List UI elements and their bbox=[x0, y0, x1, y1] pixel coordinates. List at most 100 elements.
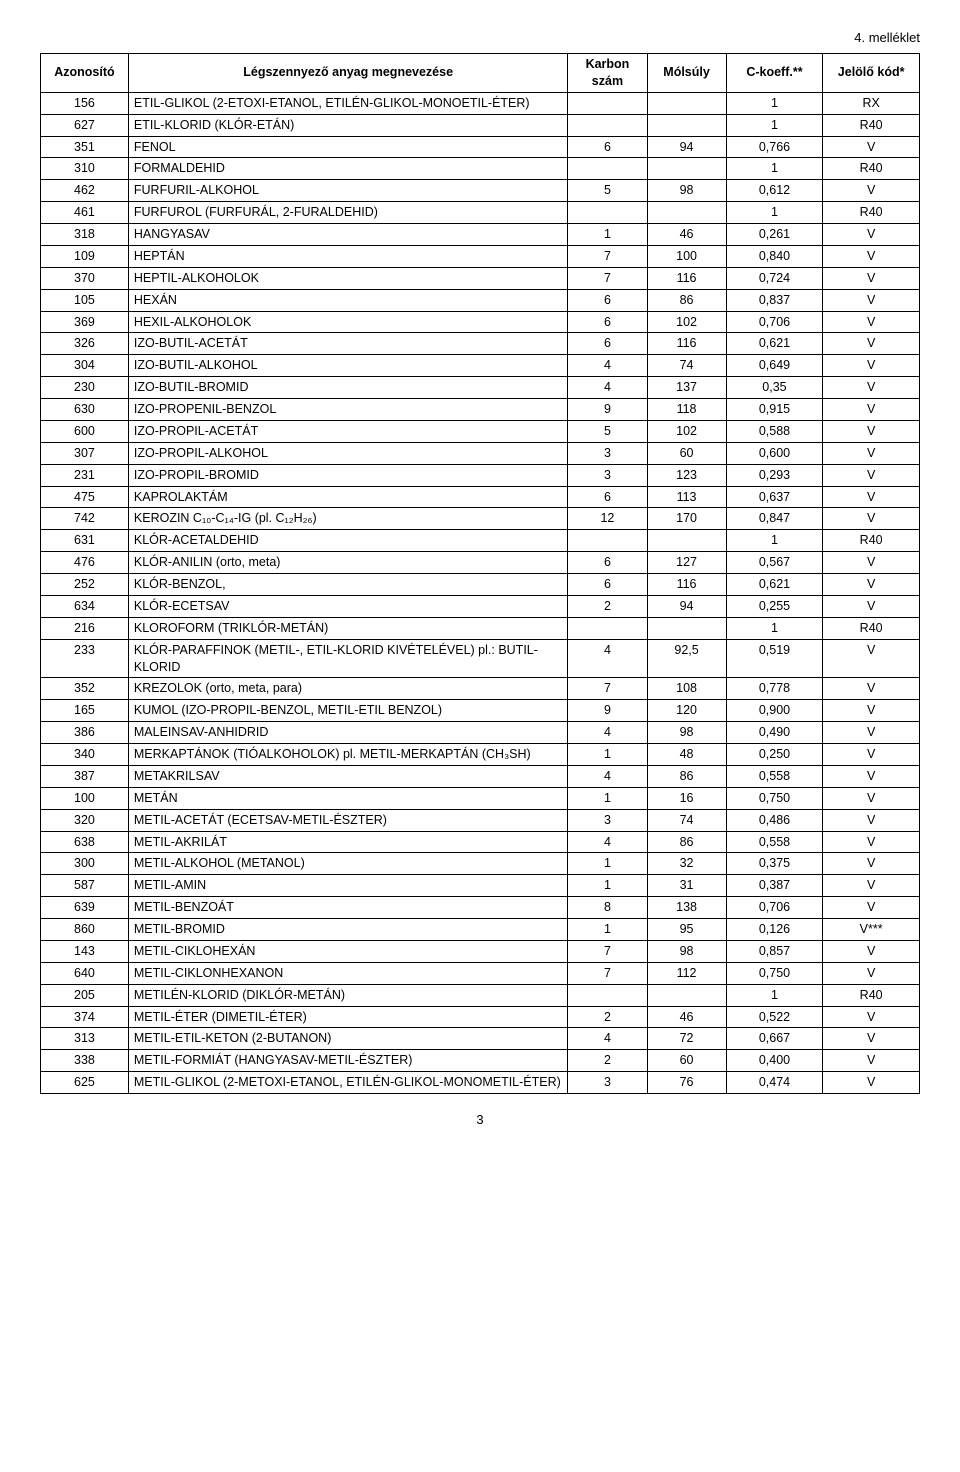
cell-mol: 102 bbox=[647, 311, 726, 333]
cell-id: 638 bbox=[41, 831, 129, 853]
table-row: 370HEPTIL-ALKOHOLOK71160,724V bbox=[41, 267, 920, 289]
page-number: 3 bbox=[40, 1112, 920, 1127]
table-row: 587METIL-AMIN1310,387V bbox=[41, 875, 920, 897]
cell-coeff: 0,250 bbox=[726, 744, 823, 766]
cell-id: 143 bbox=[41, 940, 129, 962]
cell-carbon: 9 bbox=[568, 700, 647, 722]
cell-carbon: 7 bbox=[568, 962, 647, 984]
cell-code: V bbox=[823, 508, 920, 530]
cell-id: 252 bbox=[41, 574, 129, 596]
cell-code: V bbox=[823, 180, 920, 202]
table-row: 639METIL-BENZOÁT81380,706V bbox=[41, 897, 920, 919]
table-row: 143METIL-CIKLOHEXÁN7980,857V bbox=[41, 940, 920, 962]
cell-coeff: 1 bbox=[726, 202, 823, 224]
table-row: 165KUMOL (IZO-PROPIL-BENZOL, METIL-ETIL … bbox=[41, 700, 920, 722]
cell-name: METILÉN-KLORID (DIKLÓR-METÁN) bbox=[128, 984, 568, 1006]
cell-coeff: 0,567 bbox=[726, 552, 823, 574]
cell-mol: 98 bbox=[647, 940, 726, 962]
cell-code: V bbox=[823, 831, 920, 853]
cell-id: 374 bbox=[41, 1006, 129, 1028]
cell-coeff: 0,900 bbox=[726, 700, 823, 722]
cell-name: FORMALDEHID bbox=[128, 158, 568, 180]
cell-mol: 60 bbox=[647, 1050, 726, 1072]
cell-id: 462 bbox=[41, 180, 129, 202]
cell-carbon: 3 bbox=[568, 442, 647, 464]
cell-carbon: 2 bbox=[568, 1006, 647, 1028]
cell-code: V bbox=[823, 744, 920, 766]
cell-coeff: 1 bbox=[726, 158, 823, 180]
cell-name: FURFUROL (FURFURÁL, 2-FURALDEHID) bbox=[128, 202, 568, 224]
cell-code: V bbox=[823, 595, 920, 617]
cell-code: V bbox=[823, 875, 920, 897]
cell-name: FENOL bbox=[128, 136, 568, 158]
cell-coeff: 0,486 bbox=[726, 809, 823, 831]
cell-coeff: 0,387 bbox=[726, 875, 823, 897]
cell-id: 230 bbox=[41, 377, 129, 399]
cell-id: 387 bbox=[41, 765, 129, 787]
table-row: 638METIL-AKRILÁT4860,558V bbox=[41, 831, 920, 853]
cell-coeff: 0,621 bbox=[726, 333, 823, 355]
table-row: 351FENOL6940,766V bbox=[41, 136, 920, 158]
cell-id: 386 bbox=[41, 722, 129, 744]
cell-name: KLÓR-ANILIN (orto, meta) bbox=[128, 552, 568, 574]
cell-coeff: 0,750 bbox=[726, 787, 823, 809]
cell-carbon: 3 bbox=[568, 809, 647, 831]
cell-name: MERKAPTÁNOK (TIÓALKOHOLOK) pl. METIL-MER… bbox=[128, 744, 568, 766]
cell-carbon: 5 bbox=[568, 180, 647, 202]
cell-carbon bbox=[568, 202, 647, 224]
cell-id: 109 bbox=[41, 245, 129, 267]
cell-code: V bbox=[823, 678, 920, 700]
cell-carbon: 6 bbox=[568, 574, 647, 596]
cell-name: IZO-PROPIL-ALKOHOL bbox=[128, 442, 568, 464]
cell-code: V bbox=[823, 245, 920, 267]
cell-name: METIL-CIKLONHEXANON bbox=[128, 962, 568, 984]
cell-name: KEROZIN C₁₀-C₁₄-IG (pl. C₁₂H₂₆) bbox=[128, 508, 568, 530]
cell-id: 625 bbox=[41, 1072, 129, 1094]
cell-id: 860 bbox=[41, 919, 129, 941]
cell-name: METIL-BROMID bbox=[128, 919, 568, 941]
cell-id: 326 bbox=[41, 333, 129, 355]
cell-code: V bbox=[823, 377, 920, 399]
cell-carbon bbox=[568, 617, 647, 639]
cell-code: R40 bbox=[823, 617, 920, 639]
cell-mol: 98 bbox=[647, 722, 726, 744]
cell-carbon: 4 bbox=[568, 765, 647, 787]
cell-id: 461 bbox=[41, 202, 129, 224]
cell-mol: 31 bbox=[647, 875, 726, 897]
table-row: 340MERKAPTÁNOK (TIÓALKOHOLOK) pl. METIL-… bbox=[41, 744, 920, 766]
cell-id: 231 bbox=[41, 464, 129, 486]
cell-code: V bbox=[823, 289, 920, 311]
cell-name: METIL-AMIN bbox=[128, 875, 568, 897]
cell-id: 640 bbox=[41, 962, 129, 984]
cell-mol bbox=[647, 530, 726, 552]
cell-carbon: 1 bbox=[568, 787, 647, 809]
cell-id: 318 bbox=[41, 224, 129, 246]
cell-coeff: 0,915 bbox=[726, 399, 823, 421]
cell-mol: 108 bbox=[647, 678, 726, 700]
table-row: 475KAPROLAKTÁM61130,637V bbox=[41, 486, 920, 508]
cell-id: 630 bbox=[41, 399, 129, 421]
table-row: 387METAKRILSAV4860,558V bbox=[41, 765, 920, 787]
cell-carbon: 6 bbox=[568, 289, 647, 311]
cell-mol bbox=[647, 202, 726, 224]
cell-coeff: 0,588 bbox=[726, 420, 823, 442]
cell-code: V*** bbox=[823, 919, 920, 941]
table-row: 307IZO-PROPIL-ALKOHOL3600,600V bbox=[41, 442, 920, 464]
cell-coeff: 1 bbox=[726, 984, 823, 1006]
table-row: 313METIL-ETIL-KETON (2-BUTANON)4720,667V bbox=[41, 1028, 920, 1050]
cell-mol bbox=[647, 617, 726, 639]
cell-id: 300 bbox=[41, 853, 129, 875]
cell-mol: 118 bbox=[647, 399, 726, 421]
table-row: 461FURFUROL (FURFURÁL, 2-FURALDEHID)1R40 bbox=[41, 202, 920, 224]
table-row: 233KLÓR-PARAFFINOK (METIL-, ETIL-KLORID … bbox=[41, 639, 920, 678]
cell-carbon: 3 bbox=[568, 464, 647, 486]
cell-code: V bbox=[823, 1050, 920, 1072]
cell-coeff: 1 bbox=[726, 114, 823, 136]
cell-name: MALEINSAV-ANHIDRID bbox=[128, 722, 568, 744]
cell-name: METIL-FORMIÁT (HANGYASAV-METIL-ÉSZTER) bbox=[128, 1050, 568, 1072]
cell-mol: 123 bbox=[647, 464, 726, 486]
cell-code: V bbox=[823, 897, 920, 919]
cell-name: METAKRILSAV bbox=[128, 765, 568, 787]
cell-code: V bbox=[823, 722, 920, 744]
cell-coeff: 0,474 bbox=[726, 1072, 823, 1094]
